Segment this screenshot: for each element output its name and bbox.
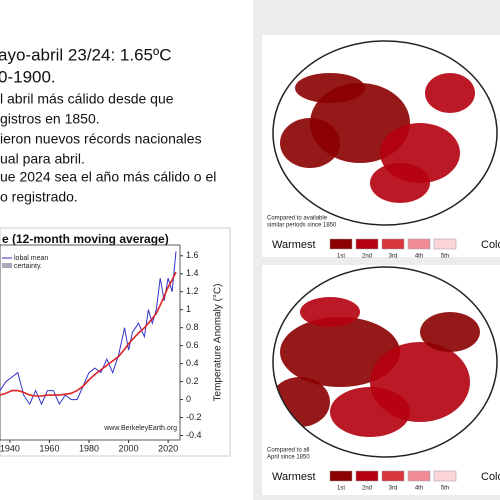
- y-tick-label: 1.4: [186, 268, 199, 278]
- legend-swatch: [2, 263, 12, 268]
- legend-cold: Colo: [481, 239, 500, 251]
- legend-swatch: [433, 470, 457, 482]
- map-region: [300, 297, 360, 327]
- slide-text: ayo-abril 23/24: 1.65ºC: [0, 45, 171, 64]
- map-outline: [272, 40, 498, 226]
- map: [273, 41, 497, 225]
- slide-text: gistros en 1850.: [0, 111, 100, 127]
- y-axis-label: Temperature Anomaly (°C): [213, 284, 224, 402]
- map-region: [295, 73, 365, 103]
- y-tick-label: -0.2: [186, 412, 202, 422]
- y-tick-label: 0.2: [186, 376, 199, 386]
- legend-label: 4th: [415, 254, 423, 260]
- y-tick-label: 0.4: [186, 358, 199, 368]
- legend-label: 4th: [415, 486, 423, 492]
- legend-cold: Colo: [481, 471, 500, 483]
- map-region: [280, 317, 400, 387]
- slide-text: 0-1900.: [0, 67, 56, 86]
- legend-label: 5th: [441, 254, 449, 260]
- y-tick-label: 1.2: [186, 286, 199, 296]
- y-tick-label: 1: [186, 304, 191, 314]
- legend-swatch: [407, 470, 431, 482]
- slide-text: ue 2024 sea el año más cálido o el: [0, 169, 216, 185]
- y-tick-label: 0.6: [186, 340, 199, 350]
- legend-swatch: [355, 238, 379, 250]
- map-note: Compared to all: [267, 448, 309, 454]
- legend-swatch: [407, 238, 431, 250]
- y-tick-label: 0: [186, 394, 191, 404]
- legend-swatch: [433, 238, 457, 250]
- map-outline: [272, 266, 498, 458]
- map-note: Compared to available: [267, 216, 328, 222]
- source: www.BerkeleyEarth.org: [103, 425, 177, 432]
- y-tick-label: -0.4: [186, 430, 202, 440]
- legend-title: Warmest: [272, 471, 316, 483]
- chart-title: e (12-month moving average): [2, 232, 169, 246]
- slide-text: ieron nuevos récords nacionales: [0, 131, 202, 147]
- legend-label: 1st: [337, 486, 345, 492]
- map-note: similar periods since 1850: [267, 223, 337, 229]
- legend-label: certainty.: [14, 263, 42, 270]
- map-region: [420, 312, 480, 352]
- x-tick-label: 1940: [0, 443, 20, 453]
- legend-label: 3rd: [389, 254, 398, 260]
- chart-panel: [0, 227, 231, 457]
- legend-swatch: [329, 470, 353, 482]
- y-tick-label: 0.8: [186, 322, 199, 332]
- slide-text: l abril más cálido desde que: [0, 91, 174, 107]
- legend-label: 1st: [337, 254, 345, 260]
- x-tick-label: 2020: [158, 443, 178, 453]
- map-region: [280, 118, 340, 168]
- y-tick-label: 1.6: [186, 250, 199, 260]
- legend-swatch: [355, 470, 379, 482]
- legend-label: lobal mean: [14, 255, 48, 262]
- legend-label: 3rd: [389, 486, 398, 492]
- map-region: [370, 163, 430, 203]
- map: [273, 267, 497, 457]
- map-region: [425, 73, 475, 113]
- x-tick-label: 1960: [39, 443, 59, 453]
- slide-text: o registrado.: [0, 189, 78, 205]
- legend-swatch: [381, 470, 405, 482]
- legend-swatch: [329, 238, 353, 250]
- map-region: [330, 387, 410, 437]
- legend-label: 5th: [441, 486, 449, 492]
- x-tick-label: 1980: [79, 443, 99, 453]
- legend-title: Warmest: [272, 239, 316, 251]
- legend-swatch: [381, 238, 405, 250]
- x-tick-label: 2000: [119, 443, 139, 453]
- series-line: [0, 271, 177, 397]
- legend-label: 2nd: [362, 486, 372, 492]
- map-note: April since 1850: [267, 455, 310, 461]
- slide-text: ual para abril.: [0, 151, 85, 167]
- plot-frame: [0, 244, 181, 441]
- legend-label: 2nd: [362, 254, 372, 260]
